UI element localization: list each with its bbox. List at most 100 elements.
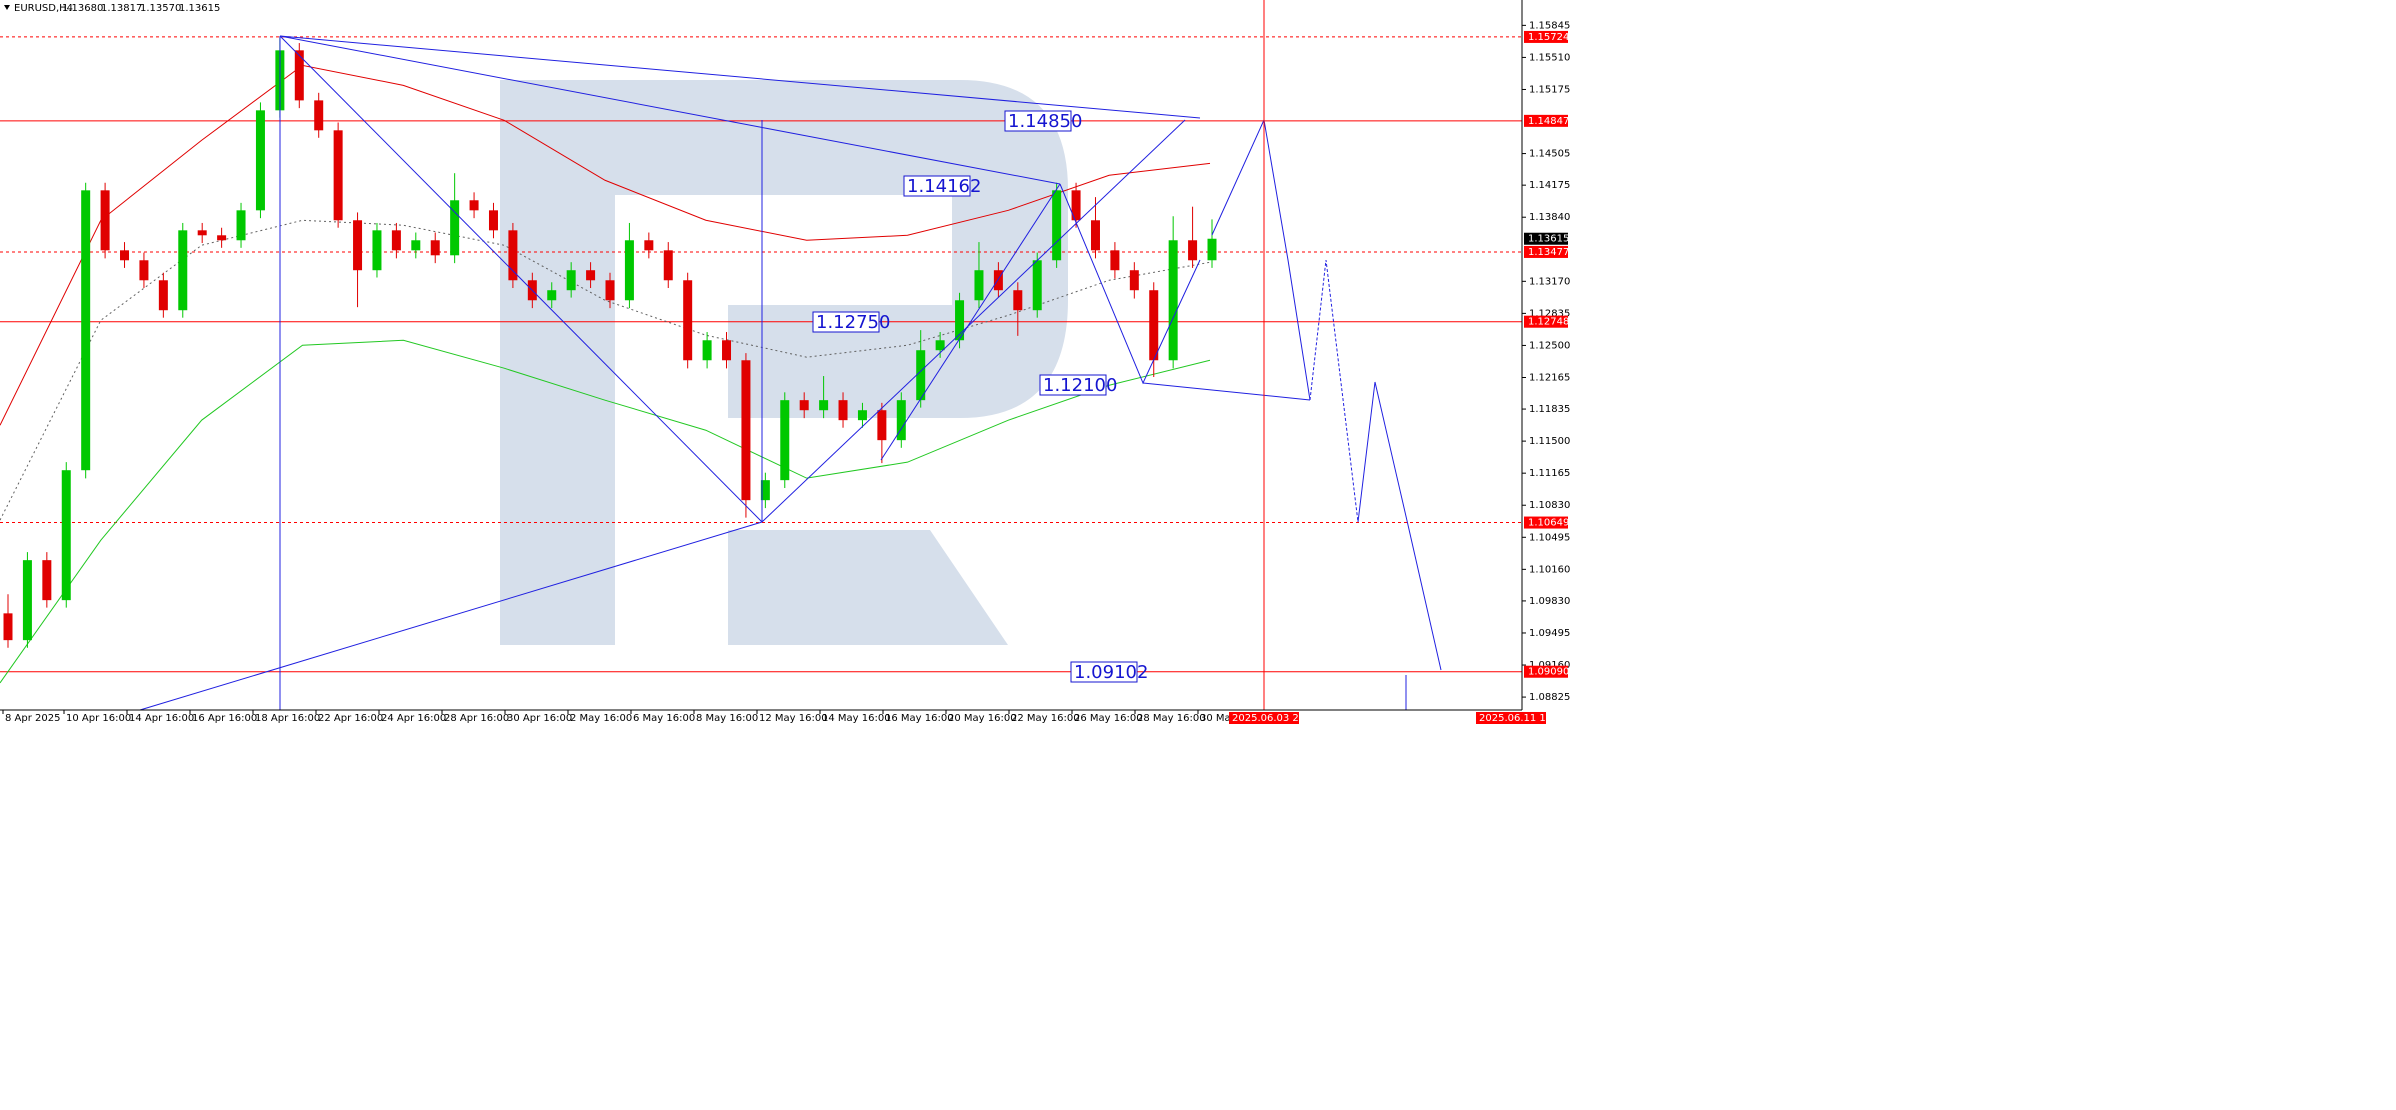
annotation-box — [1004, 110, 1072, 132]
x-tick-label: 18 Apr 16:00 — [255, 713, 320, 724]
y-tick-label: 1.11835 — [1529, 404, 1570, 415]
candle-body — [624, 240, 634, 301]
candle-body — [333, 130, 343, 221]
x-tick-label: 24 Apr 16:00 — [381, 713, 446, 724]
x-tick-label: 8 Apr 2025 — [5, 713, 60, 724]
moving-average — [0, 339, 1211, 684]
y-tick-label: 1.09495 — [1529, 628, 1570, 639]
candle-body — [566, 270, 576, 291]
candle-body — [741, 360, 751, 501]
watermark-logo — [500, 80, 1068, 645]
candle-body — [353, 220, 363, 271]
y-tick-label: 1.08825 — [1529, 692, 1570, 703]
candle-body — [411, 240, 421, 251]
price-label-bg — [1524, 232, 1568, 245]
annotation-label: 1.12750 — [816, 312, 890, 333]
candle-body — [663, 250, 673, 281]
y-tick-label: 1.14505 — [1529, 149, 1570, 160]
candle-body — [1071, 190, 1081, 221]
candle-body — [1090, 220, 1100, 251]
header: EURUSD,H4 1.13680 1.13817 1.13570 1.1361… — [4, 3, 220, 14]
price-label: 1.13615 — [1528, 234, 1569, 245]
x-tick-label: 8 May 16:00 — [696, 713, 758, 724]
y-tick-label: 1.10160 — [1529, 564, 1570, 575]
candle-body — [1149, 290, 1159, 361]
candle-body — [100, 190, 110, 251]
analysis-lines — [139, 35, 1442, 711]
candle-body — [1013, 290, 1023, 311]
price-label: 1.15724 — [1528, 32, 1569, 43]
candle-body — [877, 410, 887, 441]
price-label: 1.09090 — [1528, 667, 1569, 678]
axis-bg — [0, 710, 1522, 1110]
time-marker-label: 2025.06.03 20:00 — [1232, 713, 1321, 724]
y-tick-label: 1.15845 — [1529, 20, 1570, 31]
annotation-label: 1.09102 — [1074, 662, 1148, 683]
x-tick-label: 16 Apr 16:00 — [192, 713, 257, 724]
candle-body — [605, 280, 615, 301]
annotation-box — [903, 175, 971, 197]
y-tick-label: 1.12500 — [1529, 340, 1570, 351]
symbol: EURUSD,H4 — [14, 3, 73, 14]
y-tick-label: 1.11500 — [1529, 436, 1570, 447]
ohlc: 1.13615 — [179, 3, 220, 14]
candle-body — [819, 400, 829, 411]
candle-body — [236, 210, 246, 241]
candle-body — [120, 250, 130, 261]
y-tick-label: 1.12165 — [1529, 372, 1570, 383]
axis-bg — [1522, 0, 2396, 1110]
candle-body — [294, 50, 304, 101]
y-tick-label: 1.13840 — [1529, 212, 1570, 223]
x-tick-label: 14 Apr 16:00 — [129, 713, 194, 724]
x-tick-label: 22 Apr 16:00 — [318, 713, 383, 724]
x-tick-label: 28 Apr 16:00 — [444, 713, 509, 724]
y-tick-label: 1.12835 — [1529, 308, 1570, 319]
x-tick-label: 30 Apr 16:00 — [507, 713, 572, 724]
candle-body — [916, 350, 926, 401]
candle-body — [683, 280, 693, 361]
candle-body — [197, 230, 207, 236]
x-tick-label: 10 Apr 16:00 — [66, 713, 131, 724]
ohlc: 1.13680 — [62, 3, 103, 14]
price-label-bg — [1524, 114, 1568, 127]
candle-body — [81, 190, 91, 471]
y-tick-label: 1.11165 — [1529, 468, 1570, 479]
price-label: 1.12748 — [1528, 317, 1569, 328]
candle-body — [722, 340, 732, 361]
x-tick-label: 12 May 16:00 — [759, 713, 828, 724]
candle-body — [314, 100, 324, 131]
x-tick-label: 28 May 16:00 — [1137, 713, 1206, 724]
candle-body — [139, 260, 149, 281]
candle-body — [42, 560, 52, 601]
candle-body — [1168, 240, 1178, 361]
candle-body — [372, 230, 382, 271]
y-tick-label: 1.13170 — [1529, 276, 1570, 287]
annotation-box — [1039, 374, 1107, 396]
ohlc: 1.13570 — [140, 3, 181, 14]
y-tick-label: 1.10495 — [1529, 532, 1570, 543]
annotation-box — [1070, 661, 1138, 683]
candle-body — [178, 230, 188, 311]
x-tick-label: 14 May 16:00 — [822, 713, 891, 724]
moving-average — [0, 64, 1211, 426]
candle-body — [935, 340, 945, 351]
candle-body — [61, 470, 71, 601]
time-marker-label: 2025.06.11 16:00 — [1479, 713, 1568, 724]
candle-body — [217, 235, 227, 241]
candle-body — [469, 200, 479, 211]
candle-body — [760, 480, 770, 501]
price-label: 1.14847 — [1528, 116, 1569, 127]
y-tick-label: 1.15510 — [1529, 52, 1570, 63]
candle-body — [22, 560, 32, 641]
price-label-bg — [1524, 30, 1568, 43]
x-tick-label: 16 May 16:00 — [885, 713, 954, 724]
y-tick-label: 1.10830 — [1529, 500, 1570, 511]
ohlc: 1.13817 — [101, 3, 142, 14]
price-label: 1.10649 — [1528, 518, 1569, 529]
y-tick-label: 1.09160 — [1529, 660, 1570, 671]
candle-body — [3, 613, 13, 641]
candle-body — [430, 240, 440, 256]
candle-body — [547, 290, 557, 301]
candle-body — [508, 230, 518, 281]
